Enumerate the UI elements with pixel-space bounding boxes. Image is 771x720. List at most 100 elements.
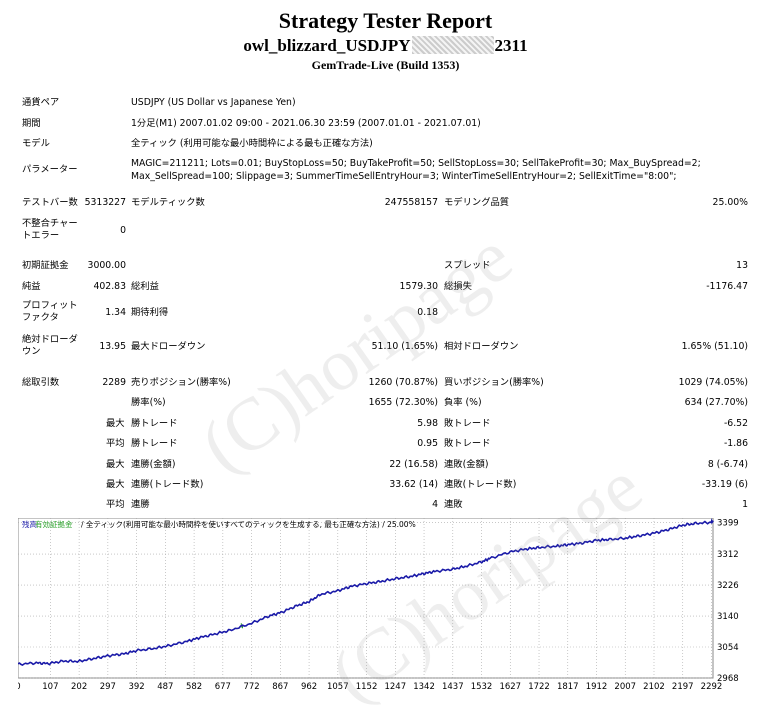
gross-profit-label: 総利益: [131, 281, 159, 292]
expected-value: 0.18: [417, 307, 438, 318]
cons-loss-value: -33.19 (6): [701, 479, 748, 490]
quality-value: 25.00%: [712, 197, 748, 208]
long-label: 買いポジション(勝率%): [444, 377, 544, 388]
legend-rest: / 全ティック(利用可能な最小時間枠を使いすべてのティックを生成する, 最も正確…: [81, 519, 416, 529]
max-dd-label: 最大ドローダウン: [131, 341, 206, 352]
ticks-value: 247558157: [384, 197, 438, 208]
net-value: 402.83: [93, 281, 126, 292]
pair-value: USDJPY (US Dollar vs Japanese Yen): [131, 97, 296, 108]
params-label: パラメーター: [22, 164, 78, 175]
build-label: GemTrade-Live (Build 1353): [311, 58, 460, 72]
period-label: 期間: [22, 118, 41, 129]
avg-win-value: 0.95: [417, 438, 438, 449]
quality-label: モデリング品質: [444, 197, 510, 208]
gross-loss-label: 総損失: [444, 281, 472, 292]
x-tick-label: 0: [18, 682, 21, 692]
avg-label: 平均: [106, 438, 125, 449]
pf-label: プロフィットファクタ: [22, 300, 78, 323]
largest-loss-label: 敗トレード: [444, 418, 491, 429]
x-tick-label: 1627: [499, 682, 521, 692]
balance-line: [18, 518, 714, 667]
x-tick-label: 392: [128, 682, 144, 692]
cons-wins-amt-label: 連勝(金額): [131, 459, 176, 470]
avg-cons-loss-value: 1: [742, 499, 748, 510]
x-tick-label: 1817: [557, 682, 579, 692]
model-label: モデル: [22, 138, 50, 149]
cons-profit-label: 連勝(トレード数): [131, 479, 204, 490]
params-line1: MAGIC=211211; Lots=0.01; BuyStopLoss=50;…: [131, 158, 701, 169]
avg-loss-value: -1.86: [723, 438, 748, 449]
mismatch-value: 0: [120, 225, 126, 236]
x-tick-label: 1912: [586, 682, 608, 692]
x-tick-label: 2007: [614, 682, 636, 692]
pf-value: 1.34: [105, 307, 126, 318]
max-label: 最大: [106, 418, 125, 429]
abs-dd-label: 絶対ドローダウン: [22, 334, 78, 357]
redacted-block: [411, 36, 494, 54]
y-tick-label: 3140: [717, 612, 739, 622]
long-value: 1029 (74.05%): [678, 377, 748, 388]
gross-profit-value: 1579.30: [399, 281, 438, 292]
params-line2: Max_SellSpread=100; Slippage=3; SummerTi…: [131, 171, 677, 182]
trades-label: 総取引数: [22, 377, 60, 388]
x-tick-label: 107: [42, 682, 58, 692]
avg-label-2: 平均: [106, 499, 125, 510]
expected-label: 期待利得: [131, 307, 169, 318]
gross-loss-value: -1176.47: [706, 281, 748, 292]
short-label: 売りポジション(勝率%): [131, 377, 231, 388]
x-tick-label: 1532: [471, 682, 493, 692]
x-tick-label: 1247: [384, 682, 406, 692]
deposit-value: 3000.00: [87, 260, 126, 271]
legend-balance: 残高: [22, 519, 37, 529]
x-tick-label: 2102: [643, 682, 665, 692]
deposit-label: 初期証拠金: [22, 260, 69, 271]
winrate-label: 勝率(%): [131, 397, 166, 408]
cons-wins-amt-value: 22 (16.58): [389, 459, 438, 470]
ticks-label: モデルティック数: [131, 197, 205, 208]
avg-cons-win-value: 4: [432, 499, 438, 510]
largest-win-value: 5.98: [417, 418, 438, 429]
short-value: 1260 (70.87%): [368, 377, 438, 388]
avg-cons-loss-label: 連敗: [444, 499, 463, 510]
x-tick-label: 487: [157, 682, 173, 692]
avg-win-label: 勝トレード: [131, 438, 178, 449]
winrate-value: 1655 (72.30%): [368, 397, 438, 408]
abs-dd-value: 13.95: [99, 341, 126, 352]
x-tick-label: 582: [186, 682, 202, 692]
avg-cons-win-label: 連勝: [131, 499, 150, 510]
lossrate-value: 634 (27.70%): [684, 397, 748, 408]
bars-value: 5313227: [84, 197, 126, 208]
max-label-2: 最大: [106, 459, 125, 470]
y-tick-label: 3399: [717, 519, 739, 529]
x-tick-label: 1057: [327, 682, 349, 692]
balance-chart: 0 107 202 297 392 487 582 677 772 867 962 1057 1152 1…: [18, 518, 739, 692]
x-tick-label: 2292: [701, 682, 723, 692]
max-dd-value: 51.10 (1.65%): [371, 341, 438, 352]
rel-dd-value: 1.65% (51.10): [681, 341, 748, 352]
spread-label: スプレッド: [444, 260, 491, 271]
x-tick-label: 867: [272, 682, 288, 692]
x-tick-label: 2197: [672, 682, 694, 692]
x-tick-label: 1437: [442, 682, 464, 692]
y-tick-label: 3312: [717, 550, 739, 560]
x-tick-label: 677: [215, 682, 231, 692]
largest-loss-value: -6.52: [723, 418, 748, 429]
net-label: 純益: [22, 281, 41, 292]
avg-loss-label: 敗トレード: [444, 438, 491, 449]
pair-label: 通貨ペア: [22, 97, 60, 108]
cons-loss-amt-value: 8 (-6.74): [707, 459, 748, 470]
largest-win-label: 勝トレード: [131, 418, 178, 429]
y-tick-label: 3226: [717, 581, 739, 591]
x-tick-label: 772: [243, 682, 259, 692]
ea-suffix: 2311: [494, 36, 528, 55]
max-label-3: 最大: [106, 479, 125, 490]
y-tick-label: 3054: [717, 643, 739, 653]
report-subtitle: owl_blizzard_USDJPY 2311: [0, 36, 771, 56]
model-value: 全ティック (利用可能な最小時間枠による最も正確な方法): [131, 138, 373, 149]
y-tick-label: 2968: [717, 674, 739, 684]
legend-equity: 有効証拠金: [35, 519, 73, 529]
x-tick-label: 1722: [528, 682, 550, 692]
x-tick-label: 962: [301, 682, 317, 692]
cons-loss-amt-label: 連敗(金額): [444, 459, 489, 470]
cons-loss-label: 連敗(トレード数): [444, 479, 517, 490]
